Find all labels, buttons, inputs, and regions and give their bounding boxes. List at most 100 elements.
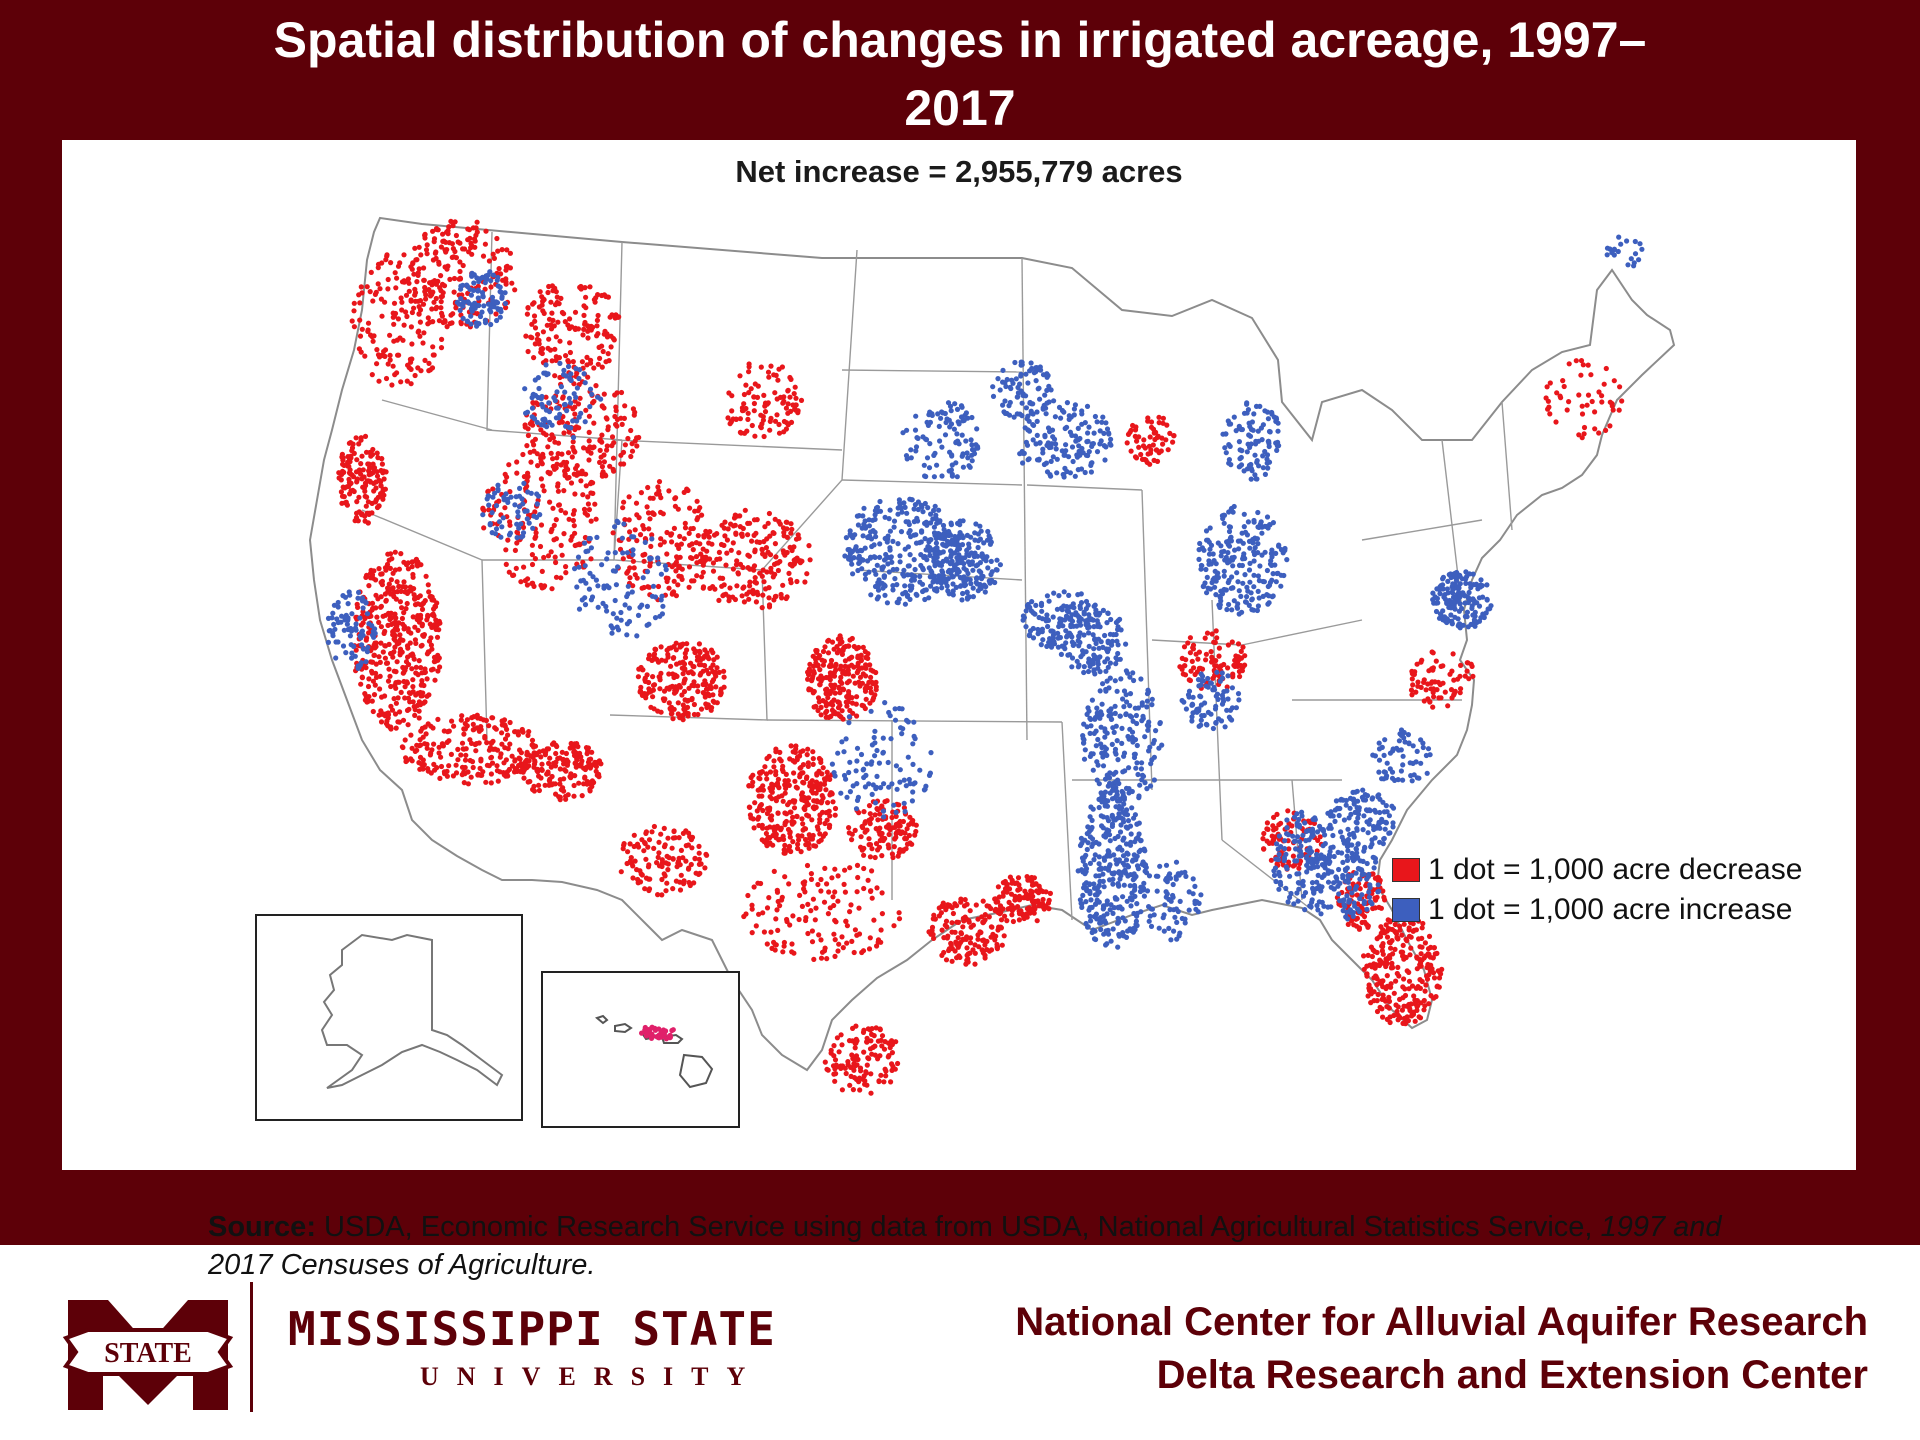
decrease-dot: [678, 872, 684, 878]
decrease-dot: [676, 573, 682, 579]
decrease-dot: [592, 299, 598, 305]
decrease-dot: [1376, 962, 1383, 969]
decrease-dot: [478, 756, 484, 762]
increase-dot: [877, 554, 883, 560]
decrease-dot: [374, 361, 380, 367]
decrease-dot: [524, 311, 530, 317]
decrease-dot: [422, 232, 428, 238]
decrease-dot: [865, 1026, 871, 1032]
decrease-dot: [832, 805, 839, 812]
decrease-dot: [431, 299, 437, 305]
decrease-dot: [1434, 984, 1440, 990]
increase-dot: [348, 642, 354, 648]
decrease-dot: [792, 778, 798, 784]
decrease-dot: [711, 657, 717, 663]
decrease-dot: [765, 369, 772, 375]
decrease-dot: [817, 682, 823, 688]
decrease-dot: [569, 454, 575, 460]
increase-dot: [948, 552, 955, 558]
decrease-dot: [836, 647, 842, 654]
decrease-dot: [445, 228, 451, 234]
decrease-dot: [359, 326, 365, 332]
decrease-dot: [713, 684, 719, 690]
decrease-dot: [668, 531, 674, 537]
increase-dot: [881, 557, 888, 563]
decrease-dot: [1191, 665, 1197, 671]
title-line-2: 2017: [904, 80, 1016, 136]
decrease-dot: [871, 695, 877, 701]
decrease-dot: [619, 421, 625, 427]
decrease-dot: [995, 884, 1002, 890]
decrease-dot: [730, 540, 736, 546]
decrease-dot: [391, 321, 397, 327]
decrease-dot: [832, 1066, 838, 1072]
decrease-dot: [406, 661, 412, 668]
decrease-dot: [1409, 668, 1415, 675]
decrease-dot: [646, 837, 653, 843]
decrease-dot: [1190, 642, 1197, 648]
decrease-dot: [818, 757, 824, 763]
decrease-dot: [346, 463, 352, 469]
decrease-dot: [1165, 447, 1171, 453]
decrease-dot: [628, 427, 634, 434]
decrease-dot: [427, 752, 433, 758]
decrease-dot: [879, 1033, 886, 1039]
decrease-dot: [628, 453, 634, 460]
decrease-dot: [368, 269, 374, 275]
decrease-dot: [583, 471, 589, 477]
decrease-dot: [538, 459, 544, 465]
decrease-dot: [858, 844, 864, 850]
decrease-dot: [362, 697, 368, 703]
decrease-dot: [488, 284, 494, 290]
decrease-dot: [657, 542, 664, 548]
increase-dot: [335, 639, 341, 645]
decrease-dot: [664, 880, 670, 886]
decrease-dot: [499, 247, 505, 253]
decrease-dot: [531, 442, 537, 448]
decrease-dot: [884, 798, 890, 804]
decrease-dot: [1356, 925, 1362, 931]
decrease-dot: [396, 566, 402, 572]
decrease-dot: [503, 281, 509, 287]
decrease-dot: [909, 819, 915, 825]
decrease-dot: [507, 250, 513, 256]
state-boundary: [1361, 519, 1483, 541]
decrease-dot: [1400, 1020, 1406, 1026]
decrease-dot: [543, 394, 549, 400]
decrease-dot: [875, 817, 881, 823]
decrease-dot: [773, 769, 779, 775]
decrease-dot: [369, 372, 375, 378]
increase-dot: [471, 280, 477, 286]
decrease-dot: [604, 334, 611, 340]
decrease-dot: [512, 758, 518, 764]
decrease-dot: [1203, 657, 1209, 663]
decrease-dot: [413, 670, 419, 676]
decrease-dot: [634, 575, 640, 581]
decrease-dot: [787, 394, 793, 400]
decrease-dot: [1384, 973, 1390, 979]
decrease-dot: [339, 454, 345, 460]
decrease-dot: [818, 876, 824, 883]
decrease-dot: [844, 703, 850, 709]
decrease-dot: [532, 436, 538, 442]
decrease-dot: [388, 260, 394, 266]
decrease-dot: [1141, 437, 1147, 443]
decrease-dot: [567, 316, 573, 322]
decrease-dot: [676, 563, 682, 569]
decrease-dot: [434, 634, 441, 640]
decrease-dot: [536, 337, 542, 343]
decrease-dot: [386, 666, 392, 672]
decrease-dot: [658, 644, 664, 650]
decrease-dot: [458, 752, 464, 758]
decrease-dot: [949, 905, 955, 911]
decrease-dot: [840, 945, 846, 951]
decrease-dot: [666, 700, 672, 706]
increase-dot: [495, 306, 501, 313]
decrease-dot: [621, 415, 628, 421]
decrease-dot: [416, 699, 422, 705]
decrease-dot: [400, 621, 406, 627]
decrease-dot: [1414, 1007, 1420, 1014]
decrease-dot: [1450, 651, 1456, 657]
decrease-dot: [683, 843, 689, 849]
decrease-dot: [524, 443, 530, 449]
